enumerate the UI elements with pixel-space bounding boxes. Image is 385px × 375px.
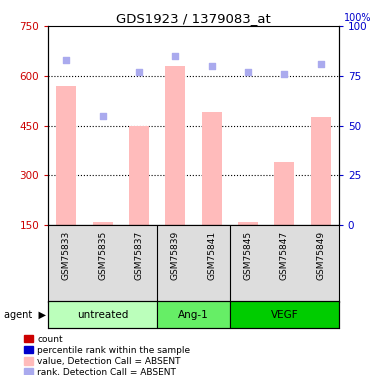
Text: agent  ▶: agent ▶ [4,310,46,320]
Bar [274,162,294,225]
Text: Ang-1: Ang-1 [178,310,209,320]
Text: GSM75845: GSM75845 [243,231,253,280]
Point [100,112,106,118]
Point [318,61,324,67]
Bar [157,301,230,328]
Point [172,53,178,59]
Bar [48,301,157,328]
Text: VEGF: VEGF [271,310,298,320]
Bar [129,126,149,225]
Point [245,69,251,75]
Legend: count, percentile rank within the sample, value, Detection Call = ABSENT, rank, : count, percentile rank within the sample… [24,334,191,375]
Text: GSM75835: GSM75835 [98,231,107,280]
Bar [238,222,258,225]
Bar [311,117,331,225]
Text: GSM75837: GSM75837 [134,231,144,280]
Text: GSM75847: GSM75847 [280,231,289,280]
Title: GDS1923 / 1379083_at: GDS1923 / 1379083_at [116,12,271,25]
Bar [165,66,185,225]
Text: GSM75833: GSM75833 [62,231,71,280]
Text: GSM75849: GSM75849 [316,231,325,280]
Text: GSM75841: GSM75841 [207,231,216,280]
Bar [93,222,113,225]
Bar [202,112,222,225]
Bar [56,86,76,225]
Text: GSM75839: GSM75839 [171,231,180,280]
Text: untreated: untreated [77,310,128,320]
Point [63,57,69,63]
Point [136,69,142,75]
Point [281,71,287,77]
Bar [230,301,339,328]
Text: 100%: 100% [344,13,372,24]
Point [209,63,215,69]
